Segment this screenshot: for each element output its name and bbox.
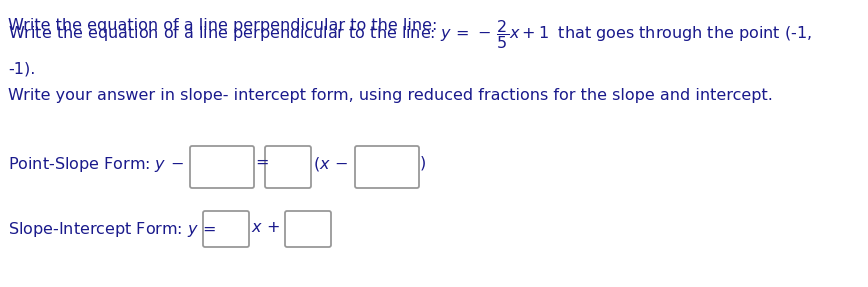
Text: -1).: -1). <box>8 62 36 77</box>
Text: Write the equation of a line perpendicular to the line: $y\,=\,-\,\dfrac{2}{5}x+: Write the equation of a line perpendicul… <box>8 18 812 51</box>
Text: $(x\,-$: $(x\,-$ <box>313 155 348 173</box>
FancyBboxPatch shape <box>190 146 254 188</box>
FancyBboxPatch shape <box>355 146 419 188</box>
FancyBboxPatch shape <box>203 211 249 247</box>
Text: ): ) <box>420 155 426 170</box>
FancyBboxPatch shape <box>265 146 311 188</box>
Text: Point-Slope Form: $y\,-$: Point-Slope Form: $y\,-$ <box>8 155 184 174</box>
Text: $x\,+$: $x\,+$ <box>251 220 280 235</box>
Text: Slope-Intercept Form: $y\,=$: Slope-Intercept Form: $y\,=$ <box>8 220 216 239</box>
Text: Write the equation of a line perpendicular to the line:: Write the equation of a line perpendicul… <box>8 18 443 33</box>
FancyBboxPatch shape <box>285 211 331 247</box>
Text: =: = <box>255 155 268 170</box>
Text: Write your answer in slope- intercept form, using reduced fractions for the slop: Write your answer in slope- intercept fo… <box>8 88 773 103</box>
